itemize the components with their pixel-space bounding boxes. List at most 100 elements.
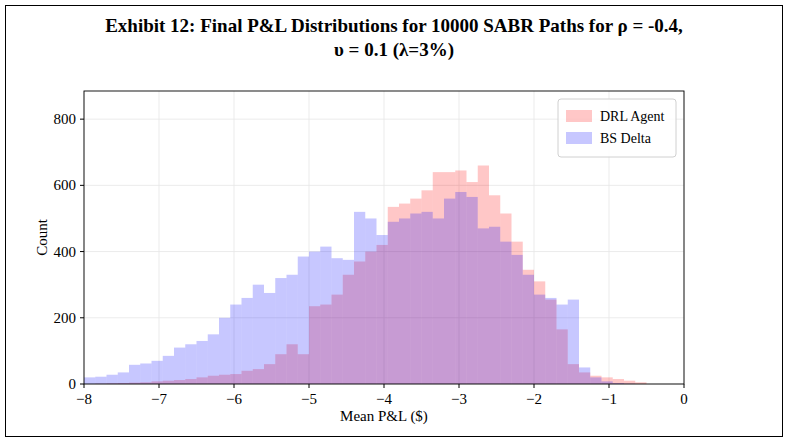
histogram-bar — [602, 377, 613, 384]
title-line: υ = 0.1 (λ=3%) — [334, 39, 454, 61]
histogram-bar — [523, 270, 534, 384]
histogram-bar — [590, 376, 601, 384]
histogram-bar — [309, 252, 320, 384]
tick — [80, 185, 84, 186]
histogram-bar — [410, 213, 421, 384]
histogram-bar — [242, 298, 253, 384]
tick — [80, 251, 84, 252]
tick — [234, 384, 235, 388]
histogram-bar — [264, 293, 275, 384]
histogram-bar — [467, 197, 478, 384]
legend-label: DRL Agent — [600, 109, 665, 124]
tick-label: −3 — [451, 391, 467, 407]
histogram-bar — [343, 260, 354, 384]
histogram-bar — [500, 242, 511, 384]
histogram-bar — [354, 212, 365, 384]
tick — [684, 384, 685, 388]
histogram-bar — [287, 275, 298, 384]
tick-label: 800 — [54, 111, 77, 127]
histogram-bar — [489, 195, 500, 384]
histogram-bar — [298, 257, 309, 384]
histogram-bar — [107, 375, 118, 384]
histogram-bar — [455, 170, 466, 384]
histogram-bar — [174, 348, 185, 384]
histogram-bar — [512, 255, 523, 384]
plot-frame — [84, 91, 684, 384]
histogram-bar — [129, 365, 140, 384]
histogram-bar — [568, 300, 579, 384]
histogram-bar — [534, 281, 545, 384]
histogram-bar — [410, 199, 421, 384]
histogram-bar — [478, 165, 489, 384]
tick-label: −7 — [151, 391, 167, 407]
histogram-bar — [399, 204, 410, 384]
histogram-bar — [365, 218, 376, 384]
histogram-bar — [399, 218, 410, 384]
tick-label: 400 — [54, 244, 77, 260]
tick-label: −2 — [526, 391, 542, 407]
tick-label: 0 — [69, 376, 77, 392]
tick — [84, 384, 85, 388]
grid-line — [159, 91, 160, 384]
histogram-bar — [253, 285, 264, 384]
tick-label: −1 — [601, 391, 617, 407]
histogram-bar — [118, 372, 129, 384]
tick-label: 600 — [54, 177, 77, 193]
background — [0, 0, 788, 442]
histogram-bar — [545, 298, 556, 384]
legend — [558, 99, 676, 157]
histogram-bar — [579, 367, 590, 384]
histogram-bar — [478, 228, 489, 384]
histogram-bar — [534, 295, 545, 384]
histogram-bar — [230, 305, 241, 384]
grid-line — [84, 185, 684, 186]
histogram-bar — [84, 377, 95, 384]
histogram-bar — [185, 344, 196, 384]
tick — [80, 317, 84, 318]
histogram-bar — [332, 258, 343, 384]
histogram-bar — [557, 305, 568, 384]
tick-label: 0 — [680, 391, 688, 407]
histogram-bar — [433, 218, 444, 384]
tick-label: 200 — [54, 310, 77, 326]
tick-label: −8 — [76, 391, 92, 407]
tick-label: −6 — [226, 391, 242, 407]
histogram-bar — [444, 172, 455, 384]
tick — [80, 119, 84, 120]
tick — [309, 384, 310, 388]
histogram-bar — [467, 182, 478, 384]
histogram-bar — [624, 381, 635, 384]
tick — [609, 384, 610, 388]
y-axis-label: Count — [34, 218, 50, 256]
chart: Exhibit 12: Final P&L Distributions for … — [0, 0, 788, 442]
histogram-bar — [275, 278, 286, 384]
legend-swatch — [566, 110, 592, 122]
histogram-bar — [320, 247, 331, 384]
histogram-bar — [219, 318, 230, 384]
tick — [534, 384, 535, 388]
x-axis-label: Mean P&L ($) — [340, 408, 428, 425]
histogram-bar — [500, 213, 511, 384]
histogram-bar — [140, 363, 151, 384]
histogram-bar — [388, 207, 399, 384]
histogram-bar — [422, 212, 433, 384]
tick-label: −4 — [376, 391, 392, 407]
histogram-bar — [377, 235, 388, 384]
tick — [159, 384, 160, 388]
histogram-bar — [489, 227, 500, 384]
histogram-bar — [197, 341, 208, 384]
tick — [384, 384, 385, 388]
histogram-bar — [208, 334, 219, 384]
histogram-bar — [433, 172, 444, 384]
title: Exhibit 12: Final P&L Distributions for … — [105, 15, 683, 61]
frame — [6, 6, 783, 437]
histogram-bar — [590, 377, 601, 384]
histogram-bar — [613, 379, 624, 384]
histogram-bar — [95, 377, 106, 384]
legend-label: BS Delta — [600, 131, 652, 146]
histogram-bar — [163, 356, 174, 384]
tick — [459, 384, 460, 388]
histogram-bar — [388, 222, 399, 384]
tick — [80, 384, 84, 385]
bars — [84, 165, 647, 384]
